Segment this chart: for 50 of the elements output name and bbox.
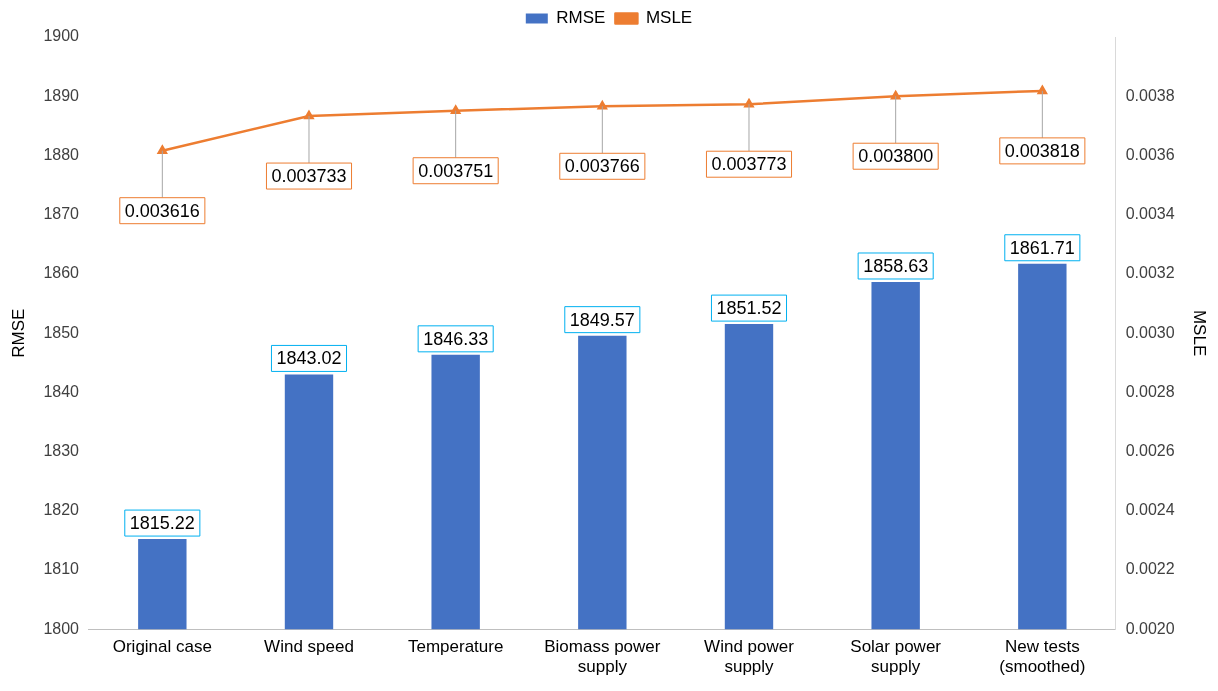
- legend-label: MSLE: [645, 8, 693, 28]
- x-tick-label: Wind power supply: [704, 637, 795, 677]
- text: 0.0022: [1125, 560, 1175, 578]
- data-label: 0.003733: [271, 166, 347, 187]
- y-tick-label: 1860: [43, 264, 80, 282]
- y-tick-label: 1840: [43, 382, 80, 400]
- point: [1037, 85, 1048, 95]
- data-label: 1858.63: [863, 255, 929, 276]
- y-axis-title: RMSE: [8, 308, 28, 358]
- x-tick-label: Temperature: [407, 637, 504, 657]
- data-label: 1846.33: [423, 328, 489, 349]
- text: 0.0028: [1125, 382, 1175, 400]
- data-label: 1851.52: [716, 298, 782, 319]
- x-tick-label: Original case: [112, 637, 212, 657]
- text: 0.0020: [1125, 619, 1175, 637]
- text: 0.0036: [1125, 145, 1175, 163]
- data-label: 0.003766: [564, 156, 640, 177]
- y-tick-label: 1830: [43, 441, 80, 459]
- legend-label: RMSE: [556, 8, 606, 28]
- x-tick-label: Solar power supply: [850, 637, 942, 677]
- y2-axis-title: MSLE: [1190, 309, 1210, 357]
- y-tick-label: 1810: [43, 560, 80, 578]
- text: 0.0030: [1125, 323, 1175, 341]
- x-tick-label: Biomass power supply: [544, 637, 661, 677]
- y-tick-label: 1800: [43, 619, 80, 637]
- x-tick-label: New tests (smoothed): [999, 637, 1086, 677]
- y-tick-label: 1820: [43, 501, 80, 519]
- data-label: 1861.71: [1009, 237, 1075, 258]
- point: [890, 90, 901, 100]
- y-tick-label: 1890: [43, 86, 80, 104]
- data-label: 0.003800: [858, 146, 934, 167]
- text: 0.0026: [1125, 441, 1175, 459]
- data-label: 1843.02: [276, 348, 342, 369]
- data-label: 1849.57: [569, 309, 635, 330]
- data-label: 0.003751: [418, 160, 494, 181]
- y-tick-label: 1900: [43, 27, 80, 45]
- data-label: 0.003818: [1004, 140, 1080, 161]
- y-tick-label: 1880: [43, 145, 80, 163]
- point: [157, 145, 168, 154]
- x-tick-label: Wind speed: [264, 637, 354, 657]
- text: 0.0034: [1125, 205, 1175, 223]
- y-tick-label: 1870: [43, 205, 80, 223]
- data-label: 0.003616: [124, 200, 200, 221]
- text: 0.0024: [1125, 501, 1175, 519]
- y-tick-label: 1850: [43, 323, 80, 341]
- data-label: 1815.22: [129, 513, 195, 534]
- data-label: 0.003773: [711, 154, 787, 175]
- text: 0.0032: [1125, 264, 1175, 282]
- text: 0.0038: [1125, 86, 1175, 104]
- point: [450, 105, 461, 114]
